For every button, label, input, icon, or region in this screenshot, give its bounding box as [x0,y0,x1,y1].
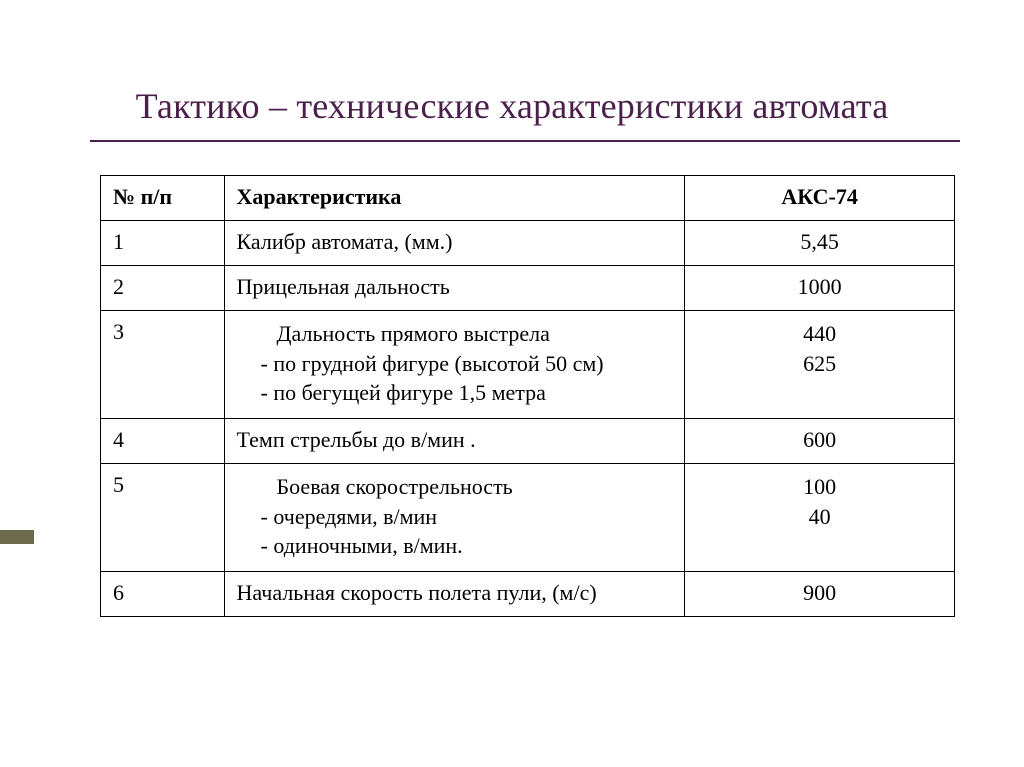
table-row: 4 Темп стрельбы до в/мин . 600 [101,419,955,464]
row-char-main: Дальность прямого выстрела [237,319,673,349]
table-row: 1 Калибр автомата, (мм.) 5,45 [101,221,955,266]
row-characteristic: Калибр автомата, (мм.) [224,221,685,266]
row-val-main: 440 [697,319,942,349]
header-value: АКС-74 [685,176,955,221]
table-row: 6 Начальная скорость полета пули, (м/с) … [101,572,955,617]
row-value: 100 40 [685,464,955,572]
row-characteristic: Прицельная дальность [224,266,685,311]
row-value: 440 625 [685,311,955,419]
header-number: № п/п [101,176,225,221]
title-underline [90,140,960,142]
row-value: 600 [685,419,955,464]
row-val-sub: 40 [697,502,942,532]
row-number: 4 [101,419,225,464]
row-number: 5 [101,464,225,572]
row-value: 900 [685,572,955,617]
table-header-row: № п/п Характеристика АКС-74 [101,176,955,221]
slide: Тактико – технические характеристики авт… [0,0,1024,767]
side-accent-bar [0,530,34,544]
row-characteristic: Дальность прямого выстрела - по грудной … [224,311,685,419]
specs-table: № п/п Характеристика АКС-74 1 Калибр авт… [100,175,955,617]
row-number: 3 [101,311,225,419]
page-title: Тактико – технические характеристики авт… [0,85,1024,127]
header-characteristic: Характеристика [224,176,685,221]
row-value: 5,45 [685,221,955,266]
row-char-sub: - по бегущей фигуре 1,5 метра [237,378,673,408]
row-val-main: 100 [697,472,942,502]
table-row: 3 Дальность прямого выстрела - по грудно… [101,311,955,419]
row-char-sub: - очередями, в/мин [237,502,673,532]
row-characteristic: Боевая скорострельность - очередями, в/м… [224,464,685,572]
row-value: 1000 [685,266,955,311]
row-number: 1 [101,221,225,266]
table-row: 5 Боевая скорострельность - очередями, в… [101,464,955,572]
row-number: 2 [101,266,225,311]
row-characteristic: Начальная скорость полета пули, (м/с) [224,572,685,617]
row-char-sub: - по грудной фигуре (высотой 50 см) [237,349,673,379]
row-char-sub: - одиночными, в/мин. [237,531,673,561]
row-val-sub: 625 [697,349,942,379]
row-characteristic: Темп стрельбы до в/мин . [224,419,685,464]
table-row: 2 Прицельная дальность 1000 [101,266,955,311]
row-number: 6 [101,572,225,617]
row-char-main: Боевая скорострельность [237,472,673,502]
